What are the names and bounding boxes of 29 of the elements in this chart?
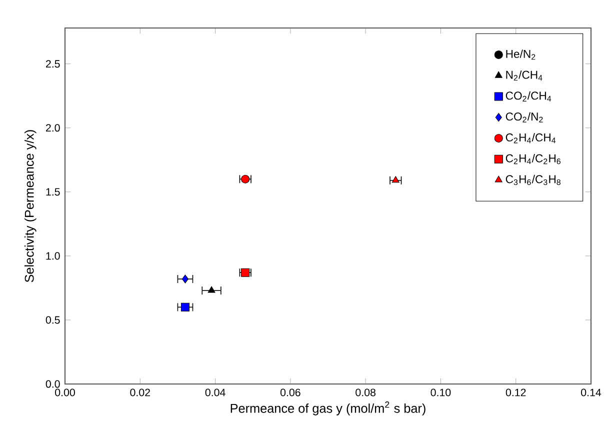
point xyxy=(241,268,250,277)
x-tick-label: 0.02 xyxy=(130,388,150,396)
x-tick-label: 0.08 xyxy=(356,388,376,396)
point xyxy=(180,302,190,312)
x-axis-title: Permeance of gas y (mol/m$^{2}$ s bar) xyxy=(230,401,426,416)
x-tick-label: 0.14 xyxy=(581,388,602,396)
point xyxy=(182,274,188,284)
y-tick-label: 0.5 xyxy=(46,316,60,324)
legend-label: C$_{2}$H$_{4}$/CH$_{4}$ xyxy=(506,133,556,144)
legend-label: N$_{2}$/CH$_{4}$ xyxy=(506,70,542,81)
point xyxy=(241,174,250,184)
legend-label: C$_{2}$H$_{4}$/C$_{2}$H$_{6}$ xyxy=(506,154,560,164)
y-tick-label: 1.0 xyxy=(46,252,60,260)
legend-label: He/N$_{2}$ xyxy=(506,50,536,60)
point xyxy=(208,286,216,293)
x-tick-label: 0.00 xyxy=(55,388,75,396)
y-tick-label: 1.5 xyxy=(46,188,60,196)
legend-label: CO$_{2}$/N$_{2}$ xyxy=(506,112,543,122)
y-tick-label: 2.5 xyxy=(46,60,60,68)
legend-label: CO$_{2}$/CH$_{4}$ xyxy=(506,91,552,102)
x-tick-label: 0.06 xyxy=(280,388,300,396)
y-axis-title: Selectivity (Permeance y/x) xyxy=(24,130,36,282)
legend-label: C$_{3}$H$_{6}$/C$_{3}$H$_{8}$ xyxy=(506,174,560,186)
y-tick-label: 2.0 xyxy=(46,124,60,132)
y-tick-label: 0.0 xyxy=(46,380,60,388)
point xyxy=(392,176,400,183)
x-tick-label: 0.10 xyxy=(430,388,451,396)
x-tick-label: 0.04 xyxy=(205,388,226,396)
x-tick-label: 0.12 xyxy=(506,388,526,396)
